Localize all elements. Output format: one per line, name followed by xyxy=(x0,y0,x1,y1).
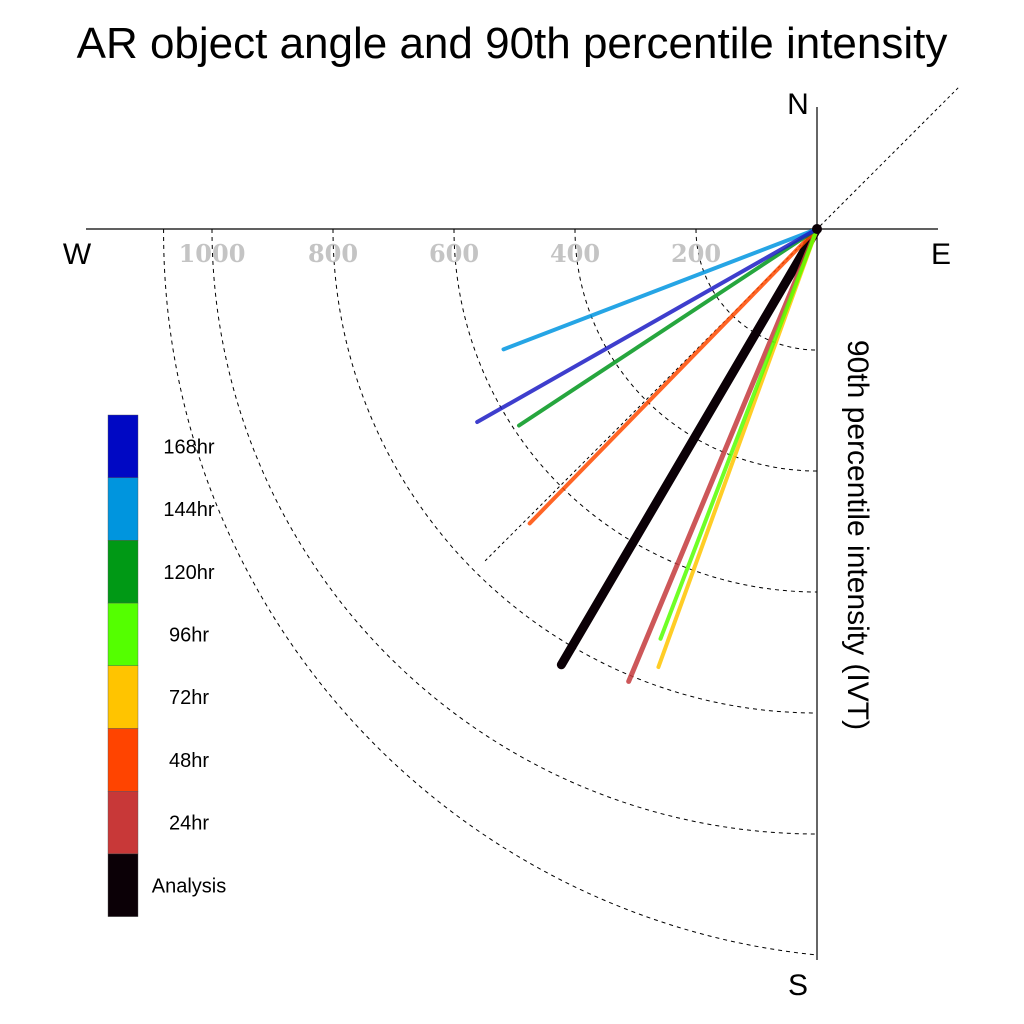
legend-label-analysis: Analysis xyxy=(152,875,226,897)
radial-ring-800 xyxy=(332,228,818,714)
legend-swatch-168hr xyxy=(107,414,139,478)
legend-label-24hr: 24hr xyxy=(169,813,209,835)
radial-rings xyxy=(163,228,818,956)
series-line-24hr xyxy=(626,226,820,684)
legend-swatch-analysis xyxy=(107,853,139,917)
series-line-168hr xyxy=(475,227,819,425)
legend-swatch-48hr xyxy=(107,728,139,792)
legend-label-168hr: 168hr xyxy=(163,436,214,458)
series-line-96hr xyxy=(658,227,819,641)
series-line-analysis xyxy=(556,224,822,670)
tick-label-1000: 1000 xyxy=(179,239,246,268)
legend-label-72hr: 72hr xyxy=(169,687,209,709)
radial-tick-labels: 200 400 600 800 1000 xyxy=(179,239,721,268)
series-line-48hr xyxy=(527,227,819,526)
legend: 168hr 144hr 120hr 96hr 72hr 48hr 24hr Analysis xyxy=(107,414,226,917)
series-lines xyxy=(475,224,822,684)
compass-north: N xyxy=(787,88,809,121)
legend-swatch-96hr xyxy=(107,602,139,666)
guide-lines xyxy=(482,87,959,564)
legend-label-48hr: 48hr xyxy=(169,750,209,772)
y-axis-label: 90th percentile intensity (IVT) xyxy=(841,340,874,730)
radial-ring-1000 xyxy=(211,228,818,835)
origin-marker xyxy=(812,224,822,234)
compass-south: S xyxy=(788,969,808,1002)
series-line-144hr xyxy=(501,227,819,352)
legend-label-96hr: 96hr xyxy=(169,624,209,646)
tick-label-800: 800 xyxy=(308,239,358,268)
tick-label-400: 400 xyxy=(550,239,600,268)
compass-west: W xyxy=(63,238,92,271)
series-line-120hr xyxy=(517,227,819,428)
diagonal-guide xyxy=(482,87,959,564)
tick-label-200: 200 xyxy=(671,239,721,268)
legend-swatch-144hr xyxy=(107,477,139,541)
legend-swatch-24hr xyxy=(107,791,139,855)
legend-label-144hr: 144hr xyxy=(163,499,214,521)
radial-ring-outer xyxy=(163,228,818,956)
legend-swatch-72hr xyxy=(107,665,139,729)
chart-title: AR object angle and 90th percentile inte… xyxy=(77,19,948,68)
legend-swatch-120hr xyxy=(107,540,139,604)
legend-label-120hr: 120hr xyxy=(163,562,214,584)
radial-ring-200 xyxy=(695,228,818,351)
compass-east: E xyxy=(931,238,951,271)
tick-label-600: 600 xyxy=(429,239,479,268)
